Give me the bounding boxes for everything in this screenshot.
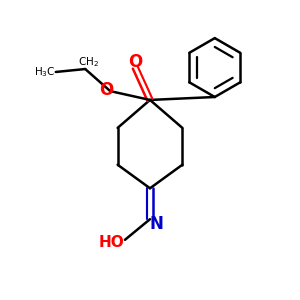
Text: O: O — [128, 53, 142, 71]
Text: HO: HO — [99, 235, 124, 250]
Text: H$_3$C: H$_3$C — [34, 65, 56, 79]
Text: N: N — [149, 214, 164, 232]
Text: O: O — [99, 81, 113, 99]
Text: CH$_2$: CH$_2$ — [78, 55, 99, 69]
